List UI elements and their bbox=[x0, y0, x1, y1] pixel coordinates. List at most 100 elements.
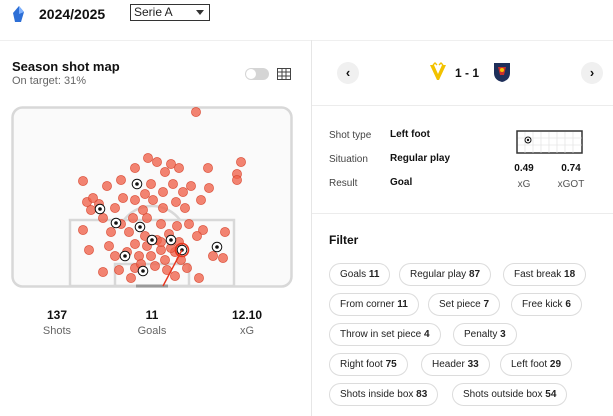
filter-chip-throw-in-set-piece[interactable]: Throw in set piece 4 bbox=[329, 323, 441, 346]
shot-marker[interactable] bbox=[118, 193, 128, 203]
filter-chip-left-foot[interactable]: Left foot 29 bbox=[500, 353, 573, 376]
toggle-knob bbox=[246, 69, 256, 79]
shot-marker[interactable] bbox=[232, 175, 242, 185]
chip-count: 4 bbox=[423, 329, 430, 340]
xgot-label: xGOT bbox=[557, 179, 585, 190]
shot-marker[interactable] bbox=[138, 205, 148, 215]
shot-marker[interactable] bbox=[172, 221, 182, 231]
filter-chip-header[interactable]: Header 33 bbox=[421, 353, 490, 376]
goal-marker-icon[interactable] bbox=[134, 221, 146, 233]
filter-chip-free-kick[interactable]: Free kick 6 bbox=[511, 293, 582, 316]
shot-marker[interactable] bbox=[130, 195, 140, 205]
filter-chip-penalty[interactable]: Penalty 3 bbox=[453, 323, 517, 346]
shot-marker[interactable] bbox=[158, 187, 168, 197]
shot-marker[interactable] bbox=[208, 251, 218, 261]
shot-marker[interactable] bbox=[98, 213, 108, 223]
shot-marker[interactable] bbox=[130, 163, 140, 173]
shot-marker[interactable] bbox=[142, 213, 152, 223]
filter-chip-set-piece[interactable]: Set piece 7 bbox=[428, 293, 501, 316]
chip-label: Fast break bbox=[514, 269, 562, 280]
shot-marker[interactable] bbox=[192, 231, 202, 241]
shot-marker[interactable] bbox=[143, 153, 153, 163]
goal-marker-icon[interactable] bbox=[131, 178, 143, 190]
top-bar: 2024/2025 Serie A bbox=[0, 0, 613, 40]
shot-marker[interactable] bbox=[78, 176, 88, 186]
filter-chip-shots-inside-box[interactable]: Shots inside box 83 bbox=[329, 383, 439, 406]
shot-marker[interactable] bbox=[186, 181, 196, 191]
filter-chip-shots-outside-box[interactable]: Shots outside box 54 bbox=[452, 383, 568, 406]
result-label: Result bbox=[329, 178, 358, 189]
shot-marker[interactable] bbox=[198, 225, 208, 235]
shot-marker[interactable] bbox=[204, 183, 214, 193]
shot-marker[interactable] bbox=[170, 271, 180, 281]
shot-marker[interactable] bbox=[124, 227, 134, 237]
filter-chip-regular-play[interactable]: Regular play 87 bbox=[399, 263, 492, 286]
shot-marker[interactable] bbox=[168, 179, 178, 189]
shot-marker[interactable] bbox=[194, 273, 204, 283]
shot-marker[interactable] bbox=[152, 157, 162, 167]
shot-marker[interactable] bbox=[126, 273, 136, 283]
view-toggle[interactable] bbox=[245, 68, 269, 80]
shot-type-value: Left foot bbox=[390, 129, 430, 140]
shot-marker[interactable] bbox=[84, 245, 94, 255]
chip-label: Free kick bbox=[522, 299, 563, 310]
prev-match-button[interactable]: ‹ bbox=[337, 62, 359, 84]
goal-marker-icon[interactable] bbox=[165, 234, 177, 246]
chip-label: Left foot bbox=[511, 359, 548, 370]
shot-marker[interactable] bbox=[178, 187, 188, 197]
shot-marker[interactable] bbox=[146, 179, 156, 189]
shot-marker[interactable] bbox=[110, 203, 120, 213]
shot-marker[interactable] bbox=[158, 203, 168, 213]
filter-chip-from-corner[interactable]: From corner 11 bbox=[329, 293, 419, 316]
shot-marker[interactable] bbox=[140, 189, 150, 199]
shot-marker[interactable] bbox=[114, 265, 124, 275]
shot-marker[interactable] bbox=[220, 227, 230, 237]
shot-marker[interactable] bbox=[203, 163, 213, 173]
goal-marker-icon[interactable] bbox=[146, 234, 158, 246]
shot-marker[interactable] bbox=[116, 175, 126, 185]
shot-marker[interactable] bbox=[134, 251, 144, 261]
stat-shots-value: 137 bbox=[46, 308, 68, 322]
shot-marker[interactable] bbox=[236, 157, 246, 167]
shot-marker[interactable] bbox=[88, 193, 98, 203]
league-select[interactable]: Serie A bbox=[130, 4, 210, 21]
shot-marker[interactable] bbox=[98, 267, 108, 277]
shot-marker[interactable] bbox=[110, 251, 120, 261]
shot-marker[interactable] bbox=[191, 107, 201, 117]
goal-marker-icon[interactable] bbox=[119, 250, 131, 262]
shot-marker[interactable] bbox=[102, 181, 112, 191]
goal-marker-icon[interactable] bbox=[94, 203, 106, 215]
shot-marker[interactable] bbox=[184, 219, 194, 229]
shot-marker[interactable] bbox=[104, 241, 114, 251]
goal-marker-icon[interactable] bbox=[110, 217, 122, 229]
shot-marker[interactable] bbox=[130, 239, 140, 249]
goal-marker-icon[interactable] bbox=[137, 265, 149, 277]
chip-label: Right foot bbox=[340, 359, 383, 370]
shot-marker[interactable] bbox=[106, 227, 116, 237]
goal-marker-icon[interactable] bbox=[211, 241, 223, 253]
grid-icon[interactable] bbox=[277, 68, 291, 80]
shot-marker[interactable] bbox=[156, 237, 166, 247]
shot-marker[interactable] bbox=[78, 225, 88, 235]
shot-marker[interactable] bbox=[146, 251, 156, 261]
shot-marker[interactable] bbox=[160, 167, 170, 177]
shot-marker[interactable] bbox=[166, 159, 176, 169]
shot-marker[interactable] bbox=[171, 197, 181, 207]
filter-chip-fast-break[interactable]: Fast break 18 bbox=[503, 263, 587, 286]
shot-marker[interactable] bbox=[174, 163, 184, 173]
shot-marker[interactable] bbox=[182, 263, 192, 273]
filter-chip-right-foot[interactable]: Right foot 75 bbox=[329, 353, 408, 376]
shot-marker[interactable] bbox=[156, 219, 166, 229]
shot-marker[interactable] bbox=[196, 195, 206, 205]
shot-marker[interactable] bbox=[148, 195, 158, 205]
shot-marker[interactable] bbox=[86, 205, 96, 215]
filter-chip-goals[interactable]: Goals 11 bbox=[329, 263, 391, 286]
shot-marker[interactable] bbox=[150, 261, 160, 271]
shot-marker[interactable] bbox=[180, 203, 190, 213]
season-label: 2024/2025 bbox=[39, 6, 106, 22]
chip-label: Shots outside box bbox=[463, 389, 543, 400]
shot-marker[interactable] bbox=[160, 255, 170, 265]
shot-marker[interactable] bbox=[128, 213, 138, 223]
next-match-button[interactable]: › bbox=[581, 62, 603, 84]
shot-marker[interactable] bbox=[218, 253, 228, 263]
